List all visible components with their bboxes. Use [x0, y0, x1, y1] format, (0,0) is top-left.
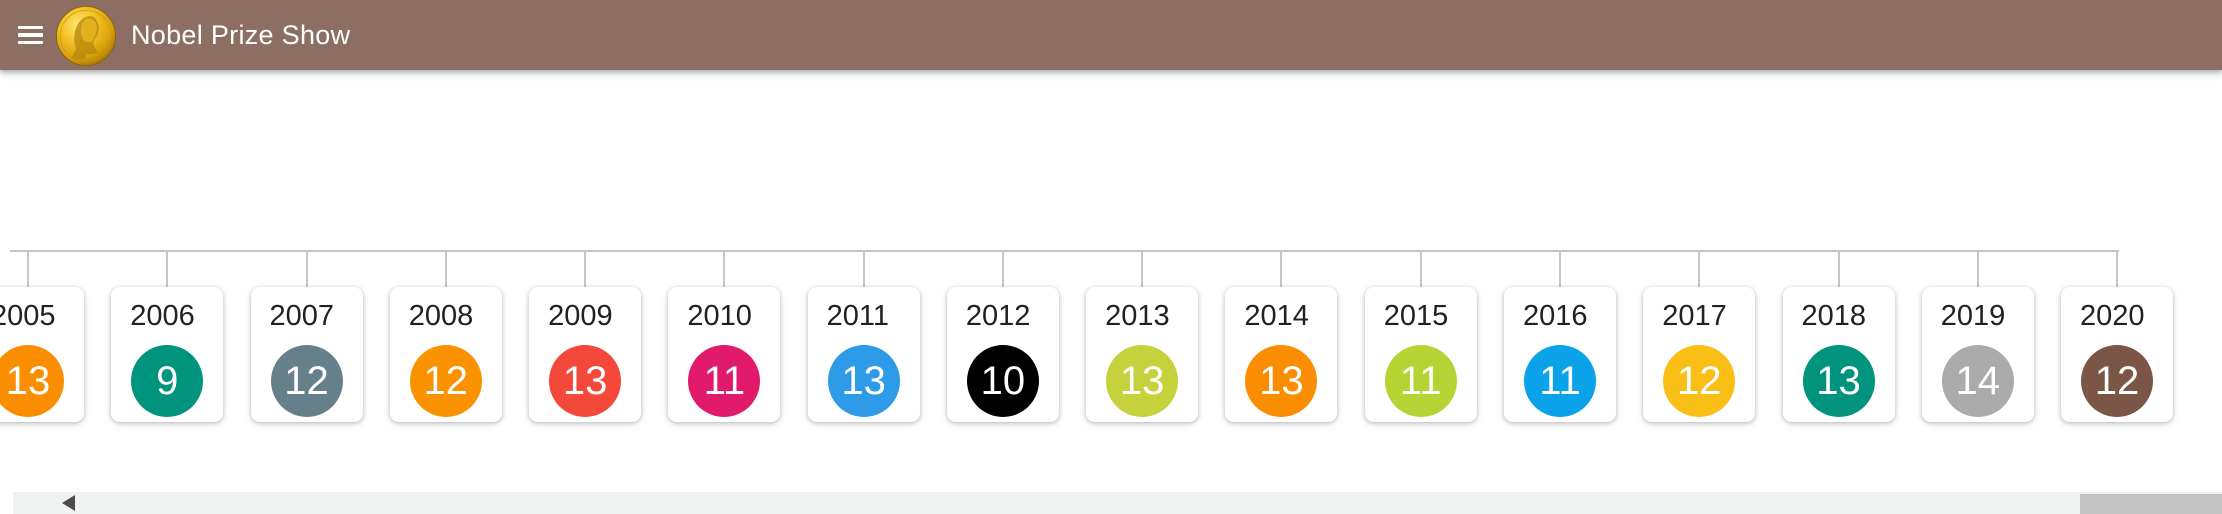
year-card[interactable]: 2012 10: [946, 287, 1059, 422]
year-card[interactable]: 2016 11: [1503, 287, 1616, 422]
year-card[interactable]: 2017 12: [1643, 287, 1756, 422]
year-card[interactable]: 2018 13: [1782, 287, 1895, 422]
laureate-count-badge: 13: [1106, 345, 1179, 417]
horizontal-scrollbar-track[interactable]: [13, 492, 2222, 514]
timeline-connector: [1001, 252, 1004, 287]
year-label: 2005: [0, 300, 56, 332]
timeline-connector: [305, 252, 308, 287]
year-label: 2013: [1105, 300, 1170, 332]
year-card[interactable]: 2014 13: [1225, 287, 1338, 422]
year-label: 2012: [965, 300, 1031, 332]
year-label: 2009: [548, 300, 613, 332]
laureate-count-badge: 9: [131, 345, 204, 417]
nobel-medal-icon: [55, 5, 117, 67]
year-label: 2017: [1662, 300, 1727, 332]
year-card[interactable]: 2006 9: [111, 287, 224, 422]
hamburger-menu-icon[interactable]: [18, 25, 43, 45]
scrollbar-thumb[interactable]: [2080, 494, 2222, 514]
app-bar: Nobel Prize Show: [0, 0, 2222, 70]
timeline-connector: [166, 252, 169, 287]
year-card[interactable]: 2011 13: [807, 287, 920, 422]
timeline-connector: [1837, 252, 1840, 287]
laureate-count-badge: 13: [1802, 345, 1875, 417]
laureate-count-badge: 12: [270, 345, 343, 417]
year-label: 2018: [1801, 300, 1867, 332]
year-label: 2008: [408, 300, 474, 332]
year-card[interactable]: 2010 11: [668, 287, 781, 422]
laureate-count-badge: 12: [409, 345, 482, 417]
app-title: Nobel Prize Show: [131, 19, 351, 50]
year-label: 2011: [826, 300, 889, 332]
laureate-count-badge: 13: [0, 345, 64, 417]
laureate-count-badge: 11: [1523, 345, 1596, 417]
timeline-connector: [584, 252, 587, 287]
laureate-count-badge: 12: [2081, 345, 2154, 417]
year-label: 2007: [269, 300, 335, 332]
year-card[interactable]: 2005 13: [0, 287, 84, 422]
laureate-count-badge: 13: [1245, 345, 1318, 417]
laureate-count-badge: 11: [688, 345, 761, 417]
year-card[interactable]: 2008 12: [389, 287, 502, 422]
timeline-connector: [1280, 252, 1283, 287]
laureate-count-badge: 14: [1941, 345, 2014, 417]
timeline-connector: [1976, 252, 1979, 287]
scroll-left-button[interactable]: [62, 495, 75, 511]
laureate-count-badge: 13: [827, 345, 900, 417]
year-card[interactable]: 2007 12: [250, 287, 363, 422]
timeline-connector: [1419, 252, 1422, 287]
year-label: 2015: [1383, 300, 1449, 332]
timeline-connector: [27, 252, 29, 287]
year-label: 2010: [687, 300, 752, 332]
year-card[interactable]: 2020 12: [2061, 287, 2174, 422]
laureate-count-badge: 13: [549, 345, 622, 417]
year-card[interactable]: 2015 11: [1364, 287, 1477, 422]
timeline-line: [10, 250, 2119, 252]
year-card[interactable]: 2019 14: [1921, 287, 2034, 422]
year-label: 2019: [1940, 300, 2006, 332]
year-label: 2014: [1244, 300, 1309, 332]
timeline-connector: [1141, 252, 1144, 287]
timeline-connector: [862, 252, 865, 287]
timeline-connector: [2116, 252, 2119, 287]
timeline-connector: [1558, 252, 1561, 287]
timeline-connector: [444, 252, 447, 287]
year-label: 2006: [130, 300, 195, 332]
laureate-count-badge: 12: [1663, 345, 1736, 417]
year-label: 2020: [2080, 300, 2145, 332]
laureate-count-badge: 11: [1384, 345, 1457, 417]
laureate-count-badge: 10: [966, 345, 1039, 417]
timeline-connector: [723, 252, 726, 287]
year-card[interactable]: 2009 13: [529, 287, 642, 422]
year-label: 2016: [1522, 300, 1588, 332]
timeline-connector: [1698, 252, 1701, 287]
year-card[interactable]: 2013 13: [1086, 287, 1199, 422]
